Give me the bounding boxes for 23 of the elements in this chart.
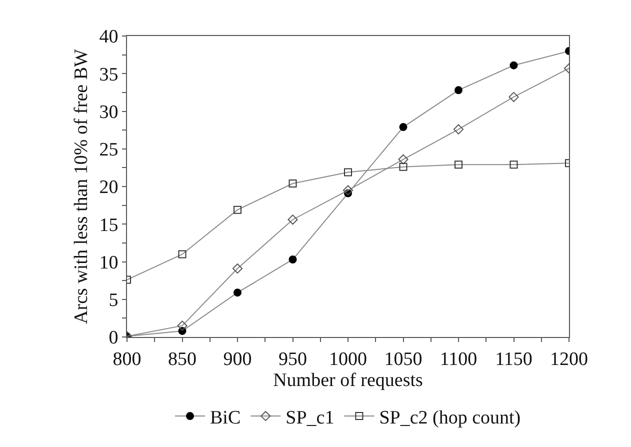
y-tick-label: 30: [99, 102, 118, 123]
legend-label: BiC: [210, 407, 241, 428]
x-axis-title: Number of requests: [273, 370, 423, 391]
legend-label: SP_c2 (hop count): [379, 407, 521, 428]
y-tick-label: 20: [99, 177, 118, 198]
legend-label: SP_c1: [286, 407, 334, 428]
y-tick-label: 5: [108, 290, 118, 312]
x-tick-label: 1050: [384, 348, 422, 370]
x-tick-label: 1000: [329, 348, 367, 370]
x-tick-label: 1200: [550, 348, 588, 370]
x-tick-label: 1150: [495, 348, 532, 370]
x-tick-label: 1100: [440, 348, 478, 370]
y-tick-label: 0: [108, 328, 118, 349]
y-tick-label: 35: [99, 64, 118, 86]
y-tick-label: 25: [99, 140, 118, 161]
y-tick-label: 10: [99, 252, 118, 274]
x-tick-label: 900: [223, 348, 252, 370]
y-axis-title: Arcs with less than 10% of free BW: [71, 48, 92, 324]
x-tick-label: 950: [278, 348, 307, 370]
y-tick-label: 40: [99, 26, 118, 48]
x-tick-label: 800: [112, 348, 142, 370]
x-tick-label: 850: [168, 348, 196, 370]
y-tick-label: 15: [99, 214, 118, 236]
